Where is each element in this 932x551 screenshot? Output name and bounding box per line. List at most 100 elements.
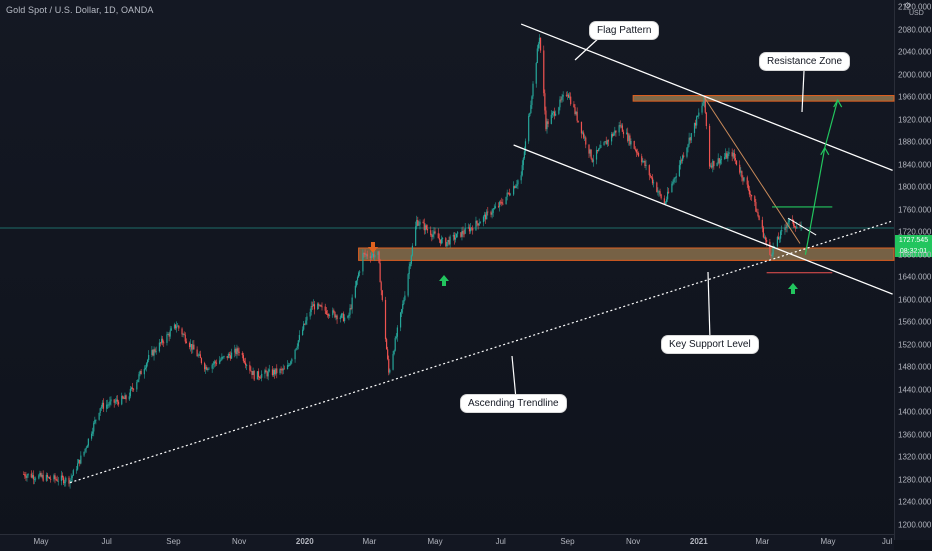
candle-body — [743, 177, 745, 181]
candle-body — [668, 191, 670, 193]
candle-body — [712, 160, 714, 168]
price-tick-label: 1520.000 — [898, 340, 932, 350]
candle-body — [271, 369, 274, 376]
candle-body — [46, 474, 49, 478]
time-tick-label: Mar — [755, 537, 770, 546]
support-callout-pointer — [707, 271, 711, 341]
price-axis[interactable] — [894, 0, 932, 540]
candle-body — [766, 239, 768, 242]
candle-body — [184, 334, 186, 342]
candle-body — [211, 364, 213, 369]
candle-body — [310, 306, 312, 312]
candle-body — [633, 140, 635, 149]
candle-body — [749, 194, 752, 196]
candle-body — [746, 177, 748, 185]
candle-body — [772, 247, 774, 255]
candle-body — [478, 223, 480, 226]
currency-label[interactable]: USD — [909, 10, 924, 17]
candle-body — [151, 350, 153, 355]
candle-body — [499, 201, 501, 207]
candle-body — [505, 196, 507, 205]
candle-body — [393, 350, 395, 355]
candle-body — [84, 448, 86, 452]
candle-body — [321, 306, 323, 308]
candle-body — [566, 94, 569, 96]
candle-body — [378, 251, 380, 263]
candle-body — [780, 231, 782, 239]
candle-body — [182, 333, 184, 335]
candle-body — [577, 120, 579, 122]
candle-body — [79, 459, 81, 464]
candle-body — [757, 212, 759, 217]
time-tick-label: Jul — [495, 537, 506, 546]
candle-body — [304, 323, 306, 325]
candle-body — [532, 83, 534, 97]
candle-body — [621, 125, 623, 132]
candle-body — [471, 227, 473, 229]
candle-body — [407, 274, 409, 296]
candle-body — [124, 395, 126, 400]
candle-body — [734, 157, 737, 161]
price-tick-label: 2120.000 — [898, 2, 932, 12]
candle-body — [83, 451, 85, 456]
time-tick-label: Jul — [881, 537, 893, 546]
candle-body — [705, 112, 707, 126]
candle-body — [410, 255, 412, 264]
candle-body — [289, 364, 291, 366]
candle-body — [769, 241, 771, 255]
candle-body — [688, 137, 690, 145]
candle-body — [265, 370, 267, 373]
price-tick-label: 1280.000 — [898, 475, 932, 485]
candle-body — [374, 254, 376, 258]
wedge-upper-line — [703, 96, 801, 244]
candle-body — [35, 478, 37, 480]
candle-body — [250, 370, 252, 372]
candle-body — [395, 336, 397, 339]
candle-body — [227, 354, 229, 359]
candle-body — [423, 223, 425, 231]
settings-gear-icon[interactable]: ⚙ — [904, 1, 912, 10]
candle-body — [349, 308, 351, 315]
price-tick-label: 1840.000 — [898, 160, 932, 170]
candle-body — [516, 184, 518, 186]
candle-body — [720, 158, 723, 160]
candle-body — [336, 315, 338, 320]
candle-body — [461, 230, 463, 237]
candle-body — [794, 225, 796, 228]
candle-body — [740, 171, 742, 173]
candle-body — [341, 313, 344, 315]
candle-body — [666, 191, 669, 200]
candle-body — [778, 238, 781, 240]
candle-body — [581, 132, 584, 134]
candle-body — [56, 479, 58, 482]
candle-body — [320, 305, 322, 307]
candle-body — [317, 303, 319, 310]
candle-body — [538, 37, 541, 44]
candle-body — [214, 361, 217, 363]
candle-body — [102, 402, 105, 409]
candle-body — [452, 235, 454, 237]
candle-body — [796, 226, 798, 229]
candle-body — [472, 228, 474, 231]
candle-body — [415, 226, 417, 246]
candle-body — [651, 177, 654, 184]
price-tick-label: 1600.000 — [898, 295, 932, 305]
candle-body — [546, 121, 548, 130]
candle-body — [701, 105, 703, 113]
candle-body — [598, 148, 600, 152]
candle-body — [190, 344, 192, 348]
candle-body — [148, 354, 150, 361]
candle-body — [109, 401, 111, 405]
time-axis[interactable] — [0, 534, 894, 551]
candle-body — [229, 355, 232, 359]
candle-body — [528, 115, 530, 142]
candle-body — [204, 363, 206, 370]
candle-body — [708, 125, 711, 167]
candle-body — [246, 365, 248, 366]
candle-body — [132, 388, 135, 390]
candle-body — [448, 240, 450, 245]
candle-body — [696, 116, 698, 126]
candle-body — [258, 377, 261, 378]
